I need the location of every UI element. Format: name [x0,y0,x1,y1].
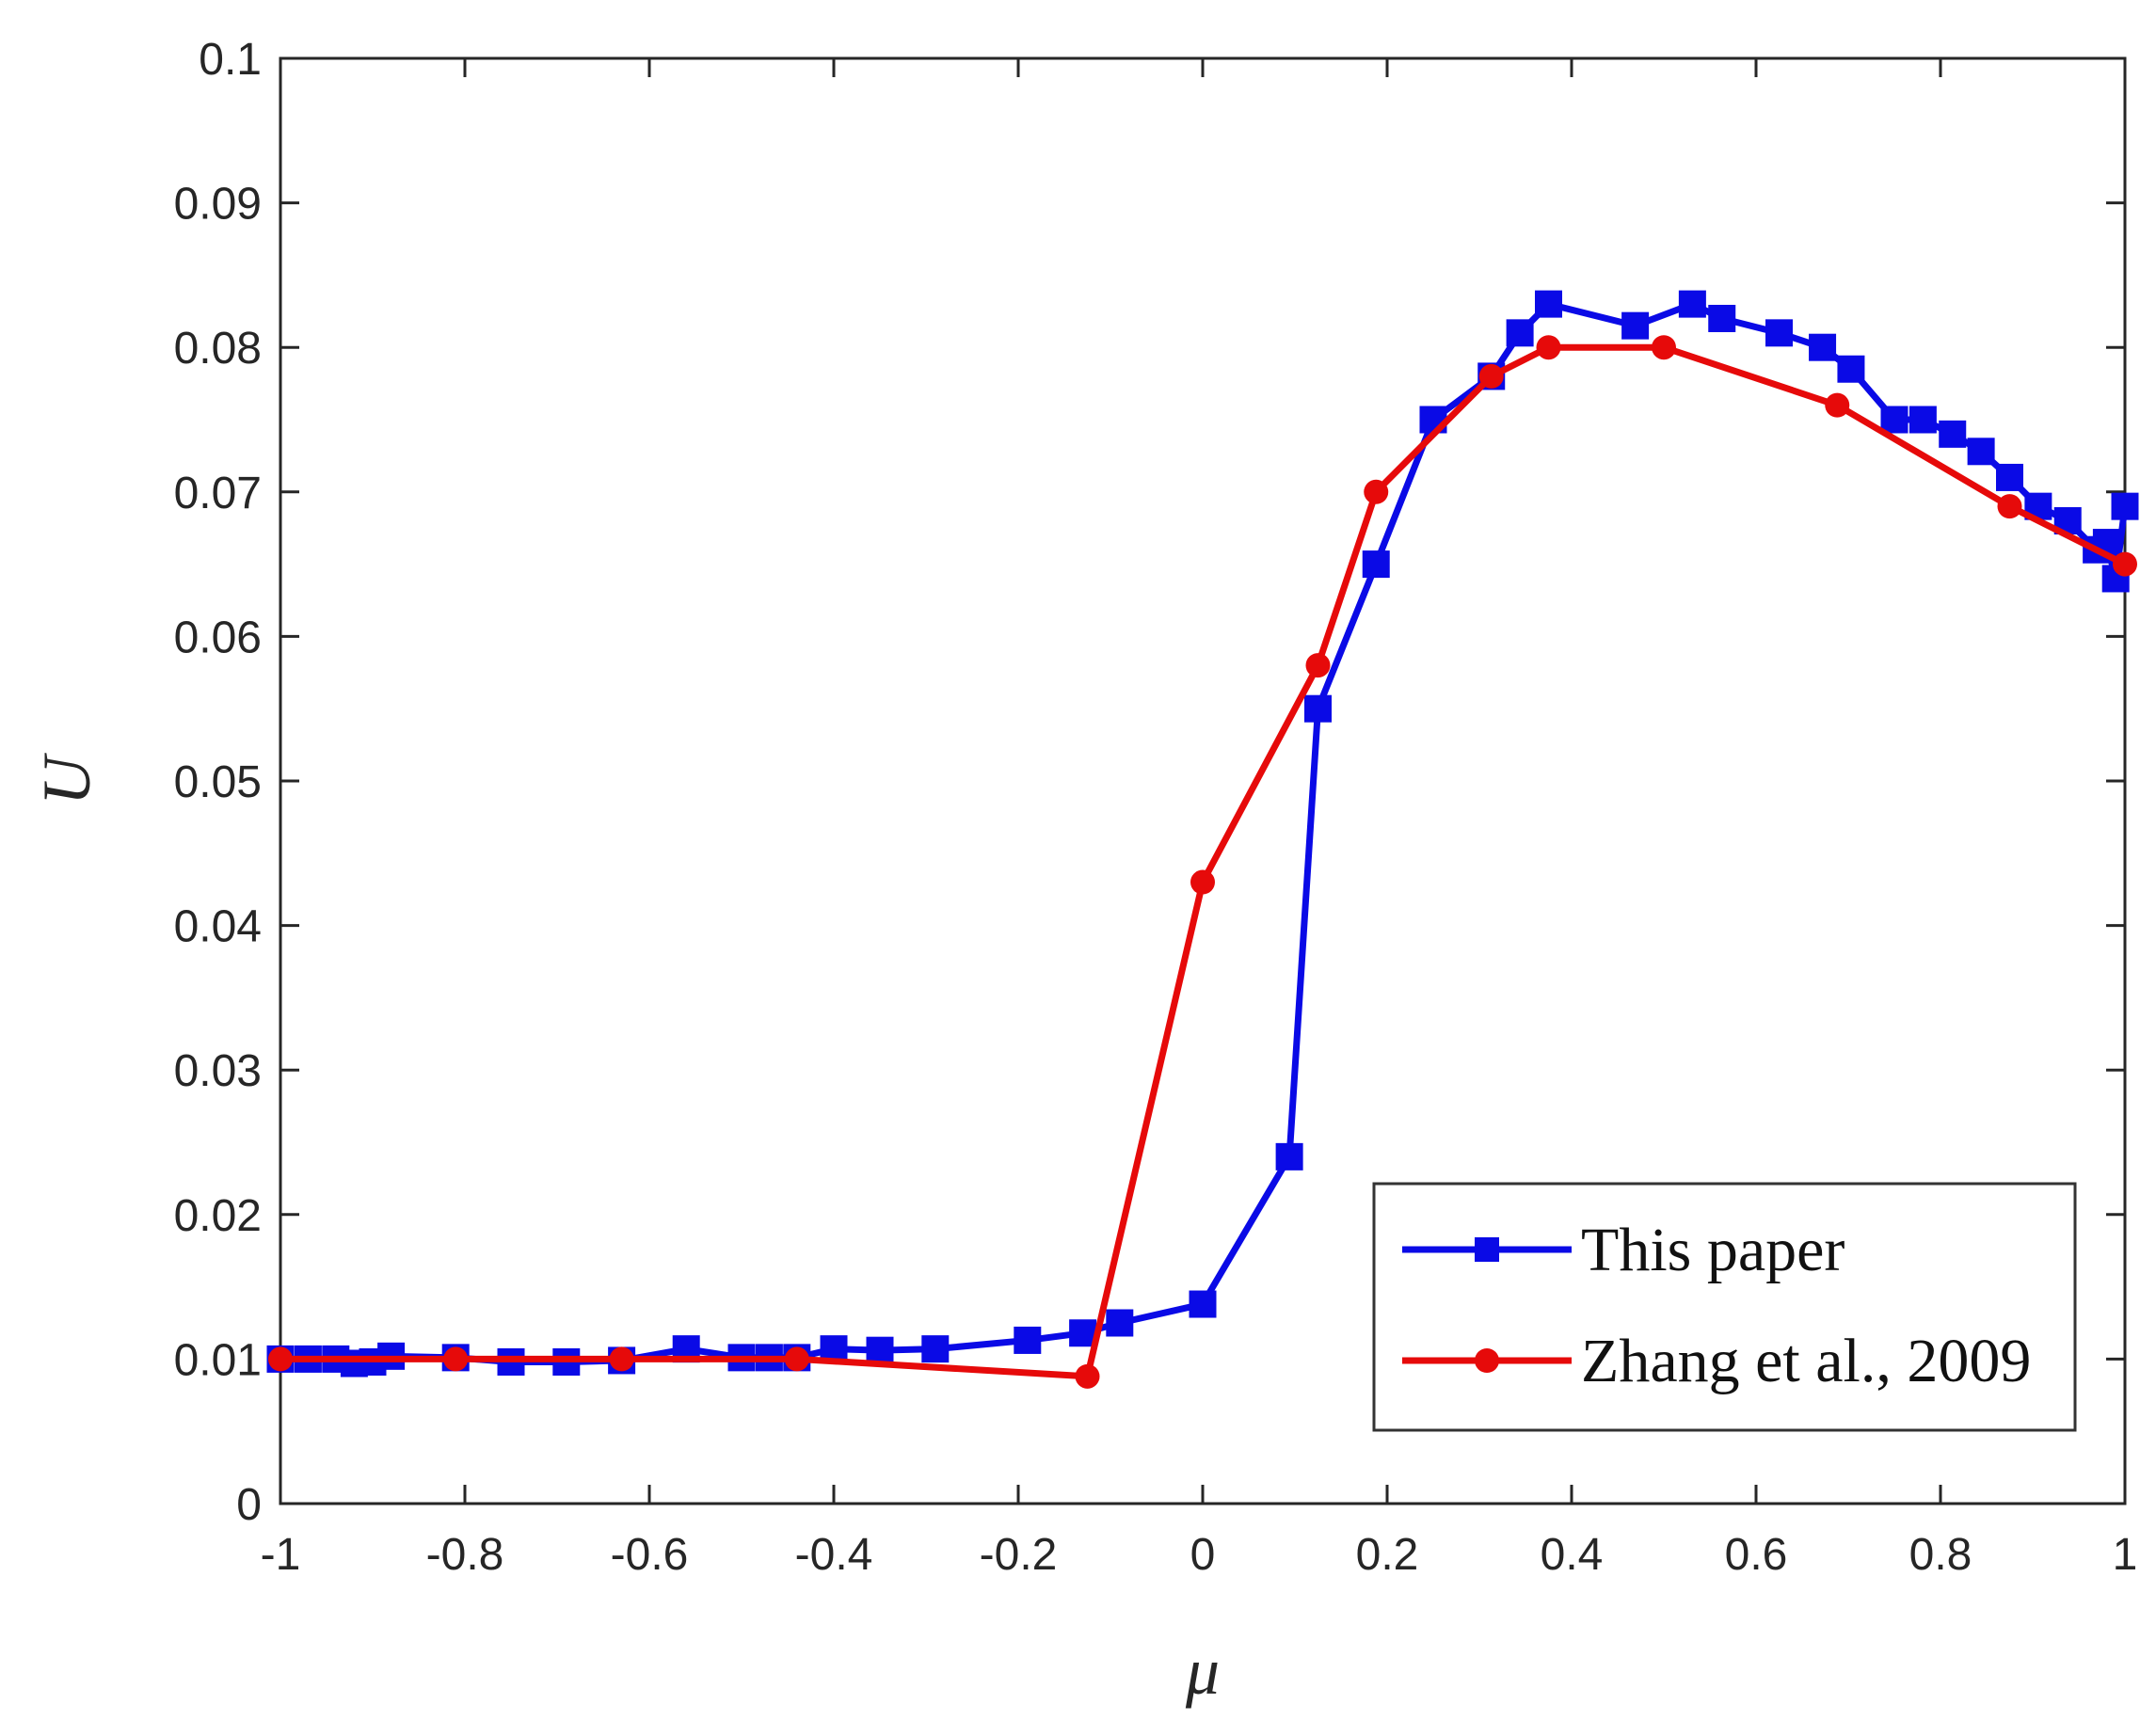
data-point [609,1346,634,1372]
data-point [1809,333,1837,361]
series-line [280,343,2127,1380]
y-axis-label: U [29,753,104,805]
data-point [1362,550,1390,579]
x-tick-label: 0.6 [1725,1530,1788,1580]
axis-ticks [279,56,2127,1505]
data-point [1967,438,1995,466]
axis-tick-labels: -1 -0.8 -0.6 -0.4 -0.2 0 0.2 0.4 0.6 0.8 1 0 0.01 0.0… [174,35,2138,1580]
y-tick-label: 0 [236,1480,262,1530]
series-layer [266,290,2139,1389]
y-tick-label: 0.09 [174,180,262,230]
data-point [1506,319,1534,347]
legend-box [1372,1182,2077,1432]
data-point [1652,335,1676,360]
legend-label: This paper [1581,1216,1845,1284]
data-point [1939,420,1967,448]
data-point [1364,479,1389,504]
data-point [1069,1319,1097,1347]
y-tick-label: 0.04 [174,902,262,952]
data-point [1535,290,1562,318]
data-point [1708,304,1736,332]
data-point [921,1335,950,1363]
y-tick-label: 0.05 [174,757,262,807]
x-tick-label: -0.2 [980,1530,1058,1580]
x-tick-label: -0.8 [426,1530,504,1580]
data-point [1190,869,1215,895]
data-point [1880,406,1908,434]
data-point [1478,363,1504,389]
y-tick-label: 0.06 [174,613,262,662]
legend-marker [1475,1348,1499,1373]
data-point [2111,492,2139,520]
data-point [1106,1309,1134,1337]
data-point [820,1335,848,1363]
data-point [1189,1290,1217,1318]
data-point [1014,1326,1042,1354]
data-point [2113,551,2137,577]
data-point [1075,1363,1100,1389]
data-point [1825,392,1850,418]
data-point [268,1346,293,1372]
data-point [1305,653,1331,678]
data-point [1997,494,2022,519]
data-point [443,1346,469,1372]
y-tick-label: 0.08 [174,324,262,374]
y-tick-label: 0.07 [174,469,262,518]
data-point [1275,1142,1303,1171]
legend-label: Zhang et al., 2009 [1581,1327,2031,1395]
y-tick-label: 0.1 [199,35,262,85]
data-point [1996,463,2023,491]
x-tick-label: 0.4 [1541,1530,1604,1580]
data-point [1837,355,1865,383]
x-tick-label: -0.6 [611,1530,689,1580]
data-point [1304,694,1332,723]
y-tick-label: 0.03 [174,1046,262,1096]
x-axis-label: μ [1185,1633,1220,1709]
data-point [1908,406,1937,434]
y-tick-label: 0.01 [174,1335,262,1385]
data-point [784,1346,809,1372]
legend-item: Zhang et al., 2009 [1402,1327,2031,1395]
legend: This paper Zhang et al., 2009 [1372,1182,2077,1432]
data-point [1678,290,1706,318]
x-tick-label: 1 [2113,1530,2138,1580]
data-point [866,1336,894,1364]
legend-item: This paper [1402,1216,1845,1284]
data-point [1765,319,1793,347]
x-tick-label: 0 [1190,1530,1216,1580]
x-tick-label: 0.2 [1356,1530,1419,1580]
x-tick-label: -1 [261,1530,301,1580]
legend-marker [1475,1237,1499,1262]
data-point [1536,335,1561,360]
data-point [1621,311,1650,340]
series-2 [268,335,2137,1389]
x-tick-label: 0.8 [1909,1530,1972,1580]
y-tick-label: 0.02 [174,1191,262,1241]
x-tick-label: -0.4 [795,1530,873,1580]
